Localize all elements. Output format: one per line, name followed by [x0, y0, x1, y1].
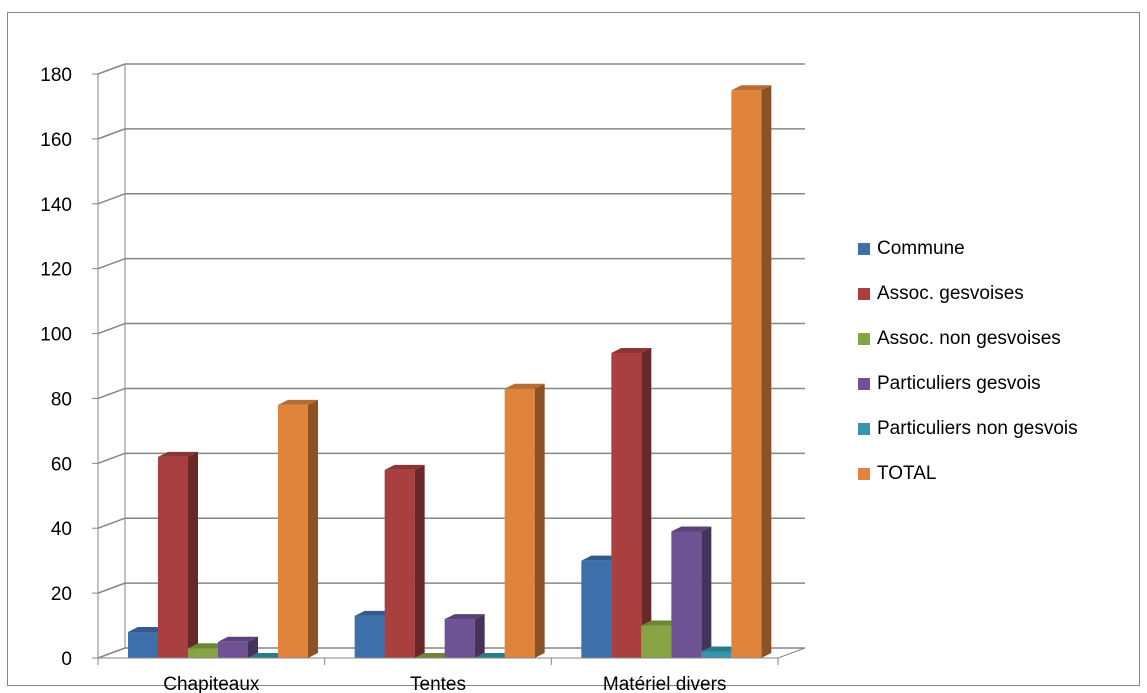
legend-swatch: [858, 287, 870, 300]
gridline-side: [97, 128, 126, 140]
bar-front: [731, 90, 762, 658]
legend-swatch: [858, 467, 870, 480]
y-tick-label: 160: [40, 130, 72, 151]
legend-label: TOTAL: [877, 462, 937, 484]
bar-top: [611, 348, 652, 354]
bar-top: [444, 614, 485, 620]
bar-side: [701, 526, 712, 658]
legend-label: Commune: [877, 237, 965, 259]
legend-swatch: [858, 377, 870, 390]
gridline-side: [97, 193, 126, 205]
y-tick-label: 60: [51, 454, 72, 475]
bar-front: [611, 353, 642, 658]
y-tick-label: 180: [40, 65, 72, 86]
y-tick-label: 100: [40, 325, 72, 346]
bar: [218, 636, 258, 658]
bar: [384, 464, 425, 658]
bar: [611, 348, 652, 658]
legend-item: Assoc. gesvoises: [858, 271, 1078, 316]
bar-front: [581, 560, 612, 658]
y-tick-label: 40: [51, 519, 72, 540]
bar: [731, 85, 772, 658]
gridline-side: [97, 647, 126, 659]
bar-front: [158, 456, 188, 658]
bar-side: [414, 464, 425, 658]
bar-front: [701, 651, 732, 658]
gridline-side: [97, 322, 126, 335]
legend-label: Assoc. non gesvoises: [877, 327, 1061, 349]
y-tick-label: 140: [40, 195, 72, 216]
bar-side: [534, 383, 545, 658]
bar-side: [188, 451, 198, 658]
bar-side: [761, 85, 772, 658]
legend-label: Particuliers gesvois: [877, 372, 1041, 394]
bar-front: [504, 388, 535, 658]
y-tick-labels: 0 20 40 60 80 100 120 140 160 180: [40, 65, 72, 670]
gridlines: [97, 63, 805, 659]
legend-item: TOTAL: [858, 451, 1078, 496]
legend-item: Particuliers gesvois: [858, 361, 1078, 406]
bar-front: [278, 404, 308, 658]
category-labels: Chapiteaux Tentes Matériel divers: [163, 674, 726, 693]
bar-front: [354, 615, 385, 658]
category-label: Tentes: [410, 674, 466, 693]
bar-front: [188, 648, 218, 658]
bar-side: [641, 348, 652, 658]
legend-swatch: [858, 242, 870, 255]
bar: [504, 383, 545, 658]
legend: Commune Assoc. gesvoises Assoc. non gesvoi…: [858, 226, 1078, 496]
legend-swatch: [858, 422, 870, 435]
legend-item: Particuliers non gesvois: [858, 406, 1078, 451]
gridline-side: [97, 452, 126, 465]
bar: [444, 614, 485, 658]
category-label: Matériel divers: [603, 674, 727, 693]
axes: [92, 73, 779, 665]
legend-label: Assoc. gesvoises: [877, 282, 1024, 304]
bar-top: [218, 636, 258, 642]
bar: [671, 526, 712, 658]
y-tick-label: 20: [51, 584, 72, 605]
gridline-side: [97, 257, 126, 270]
y-tick-label: 80: [51, 389, 72, 410]
legend-label: Particuliers non gesvois: [877, 417, 1078, 439]
bars: [128, 85, 772, 659]
bar-top: [671, 526, 712, 532]
bar-front: [128, 632, 158, 658]
bar-side: [308, 399, 318, 658]
bar-front: [641, 625, 672, 658]
bar-side: [474, 614, 485, 658]
bar-top: [158, 451, 198, 457]
bar-top: [504, 383, 545, 389]
gridline-side: [97, 582, 126, 594]
y-tick-label: 0: [61, 649, 72, 670]
bar-side: [248, 636, 258, 658]
legend-item: Assoc. non gesvoises: [858, 316, 1078, 361]
bar-front: [444, 619, 475, 658]
bar-top: [384, 464, 425, 470]
legend-item: Commune: [858, 226, 1078, 271]
gridline-side: [97, 517, 126, 529]
gridline-side: [97, 63, 126, 75]
bar-front: [671, 531, 702, 658]
gridline-side: [97, 387, 126, 400]
bar-front: [384, 469, 415, 658]
legend-swatch: [858, 332, 870, 345]
bar-top: [278, 399, 318, 405]
bar-front: [218, 641, 248, 658]
category-label: Chapiteaux: [163, 674, 260, 693]
bar: [158, 451, 198, 658]
bar-top: [731, 85, 772, 91]
bar: [278, 399, 318, 658]
y-tick-label: 120: [40, 260, 72, 281]
